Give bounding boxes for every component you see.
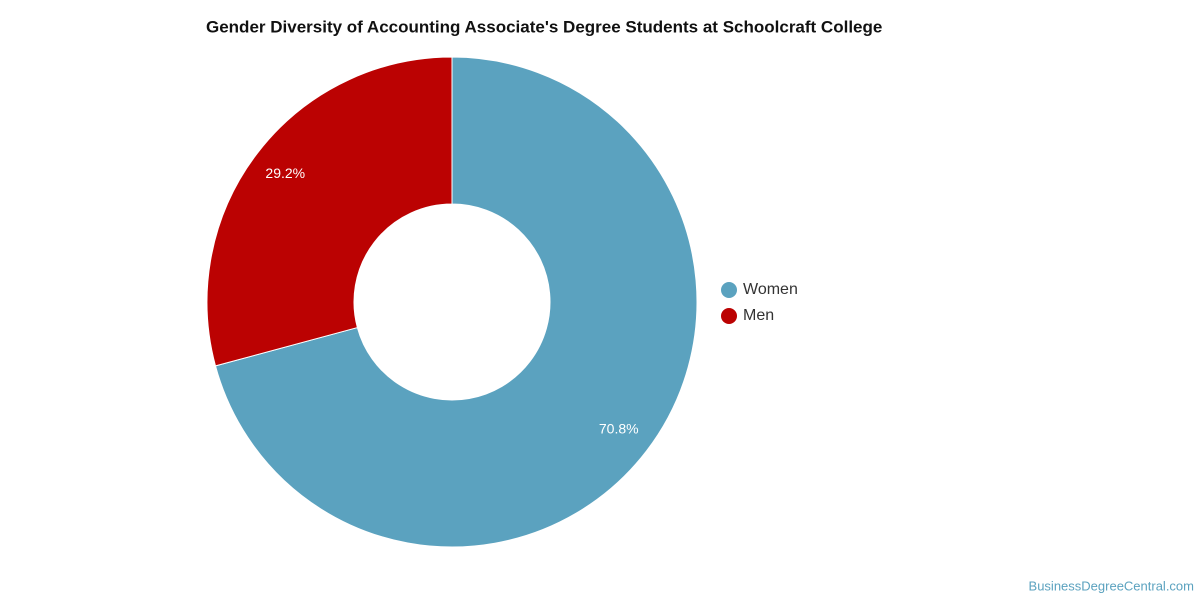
donut-slice [206,56,453,367]
chart-title: Gender Diversity of Accounting Associate… [206,17,882,36]
legend-label: Women [743,281,798,298]
source: BusinessDegreeCentral.com [1029,578,1194,593]
legend-label: Men [743,307,774,324]
legend-swatch [721,308,737,324]
donut-slice [214,56,698,548]
legend-swatch [721,282,737,298]
data-label: 70.8% [599,420,639,436]
data-label: 29.2% [265,165,305,181]
